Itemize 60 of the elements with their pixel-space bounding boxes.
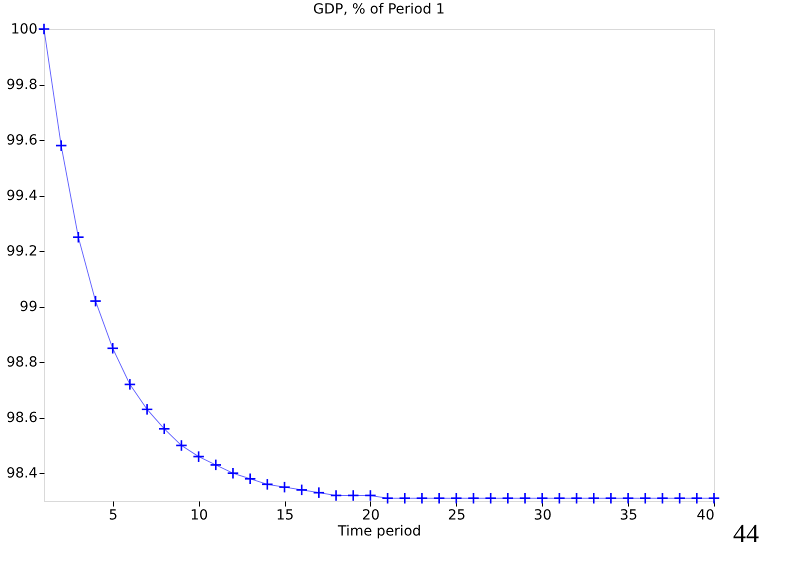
x-tick-label: 25: [448, 508, 466, 524]
point: [175, 439, 188, 452]
point: [89, 295, 102, 308]
x-axis-title: Time period: [336, 524, 422, 540]
point: [416, 492, 428, 504]
point: [382, 492, 394, 504]
y-tick-label: 98.4: [6, 466, 38, 482]
point: [484, 492, 497, 504]
point: [278, 481, 291, 494]
x-tick-label: 30: [534, 508, 552, 524]
point: [398, 492, 411, 504]
point: [312, 486, 325, 499]
point: [588, 492, 600, 504]
point: [553, 492, 566, 504]
point: [502, 492, 514, 504]
point: [106, 342, 119, 354]
point: [518, 492, 532, 504]
y-tick-label: 100: [10, 22, 38, 38]
x-tick-label: 35: [620, 508, 638, 524]
point: [467, 492, 480, 504]
point: [192, 450, 205, 463]
point: [604, 492, 617, 504]
point: [347, 489, 360, 502]
x-tick-label: 40: [696, 508, 714, 524]
x-tick-label: 10: [190, 508, 208, 524]
point: [124, 378, 136, 390]
y-tick-label: 99.4: [6, 188, 38, 204]
y-tick-label: 99.6: [6, 132, 38, 149]
text: 44: [733, 519, 759, 548]
point: [656, 492, 669, 504]
point: [674, 492, 686, 504]
point: [622, 492, 634, 504]
y-tick-label: 98.8: [6, 354, 38, 371]
point: [639, 492, 652, 504]
point: [141, 403, 154, 416]
point: [330, 489, 342, 502]
point: [690, 492, 703, 504]
point: [536, 492, 548, 504]
point: [55, 140, 68, 152]
point: [296, 484, 308, 496]
point: [72, 231, 84, 244]
x-tick-label: 15: [276, 508, 294, 524]
point: [364, 489, 376, 502]
y-tick-label: 99: [20, 299, 38, 316]
chart-title: GDP, % of Period 1: [313, 2, 445, 18]
point: [210, 458, 222, 471]
point: [708, 492, 720, 504]
point: [261, 478, 274, 490]
y-tick-label: 99.2: [6, 244, 38, 260]
point: [244, 472, 256, 485]
y-tick-label: 98.6: [6, 410, 38, 426]
point: [433, 492, 446, 504]
point: [450, 492, 462, 504]
point: [570, 492, 583, 504]
x-tick-label: 5: [108, 508, 118, 524]
point: [226, 467, 240, 480]
point: [158, 422, 170, 435]
y-tick-label: 99.8: [6, 77, 38, 94]
x-tick-label: 20: [362, 508, 380, 524]
point: [38, 22, 50, 36]
